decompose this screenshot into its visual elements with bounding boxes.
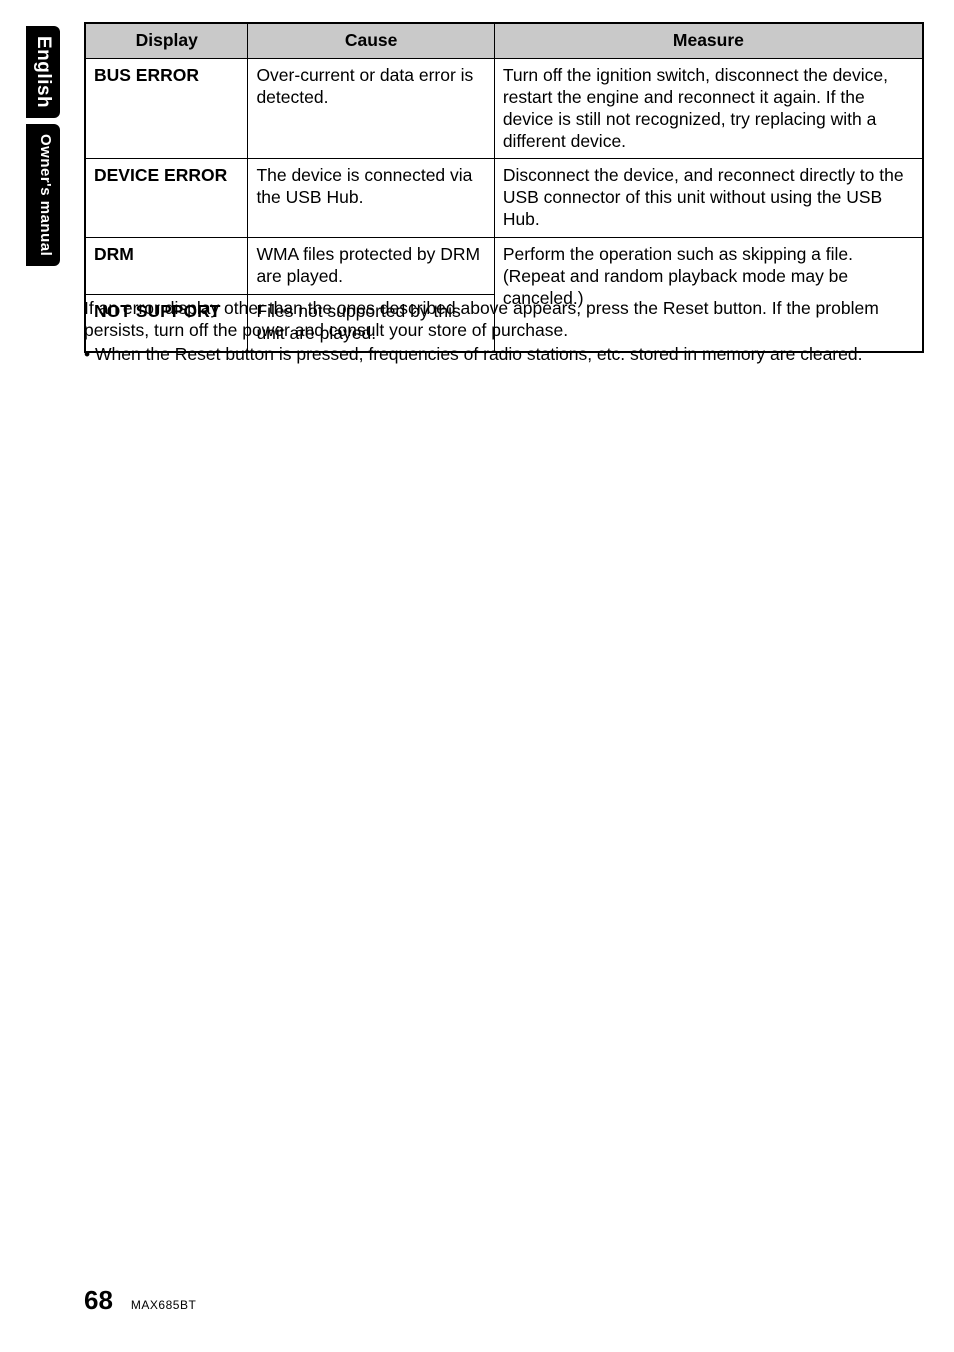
model-name: MAX685BT bbox=[131, 1298, 196, 1312]
table-row: DRM WMA files protected by DRM are playe… bbox=[85, 238, 923, 295]
cell-measure: Disconnect the device, and reconnect dir… bbox=[494, 159, 923, 238]
page-footer: 68 MAX685BT bbox=[84, 1285, 196, 1316]
page-number: 68 bbox=[84, 1285, 113, 1316]
side-tabs: English Owner's manual bbox=[26, 26, 60, 266]
cell-cause: The device is connected via the USB Hub. bbox=[248, 159, 494, 238]
footnote-line: • When the Reset button is pressed, freq… bbox=[84, 344, 924, 366]
cell-measure: Turn off the ignition switch, disconnect… bbox=[494, 58, 923, 159]
footnote-line: If an error display other than the ones … bbox=[84, 298, 924, 342]
header-display: Display bbox=[85, 23, 248, 58]
cell-display: DRM bbox=[85, 238, 248, 295]
tab-section: Owner's manual bbox=[26, 124, 60, 266]
table-row: DEVICE ERROR The device is connected via… bbox=[85, 159, 923, 238]
cell-display: DEVICE ERROR bbox=[85, 159, 248, 238]
cell-display: BUS ERROR bbox=[85, 58, 248, 159]
tab-language: English bbox=[26, 26, 60, 118]
header-measure: Measure bbox=[494, 23, 923, 58]
cell-cause: WMA files protected by DRM are played. bbox=[248, 238, 494, 295]
page: English Owner's manual Display Cause Mea… bbox=[0, 0, 954, 1352]
table-header-row: Display Cause Measure bbox=[85, 23, 923, 58]
header-cause: Cause bbox=[248, 23, 494, 58]
table-row: BUS ERROR Over-current or data error is … bbox=[85, 58, 923, 159]
footnotes: If an error display other than the ones … bbox=[84, 298, 924, 368]
cell-cause: Over-current or data error is detected. bbox=[248, 58, 494, 159]
